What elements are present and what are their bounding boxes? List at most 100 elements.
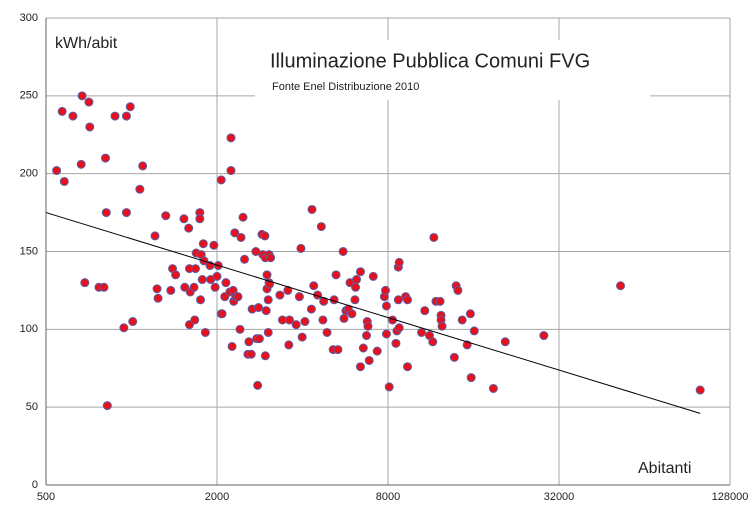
point: [196, 295, 206, 305]
point: [402, 295, 412, 305]
title-box: [255, 40, 650, 100]
point: [121, 111, 131, 121]
point: [284, 340, 294, 350]
point: [358, 343, 368, 353]
point: [59, 176, 69, 186]
point: [135, 184, 145, 194]
y-axis-label: kWh/abit: [55, 35, 118, 52]
point: [101, 153, 111, 163]
point: [333, 345, 343, 355]
point: [294, 292, 304, 302]
point: [236, 232, 246, 242]
point: [161, 211, 171, 221]
point: [85, 122, 95, 132]
point: [469, 326, 479, 336]
y-tick-label: 250: [20, 90, 38, 102]
point: [394, 257, 404, 267]
point: [80, 278, 90, 288]
point: [453, 285, 463, 295]
point: [217, 309, 227, 319]
trendline: [45, 212, 701, 414]
point: [76, 159, 86, 169]
point: [372, 346, 382, 356]
point: [68, 111, 78, 121]
point: [52, 166, 62, 176]
point: [393, 295, 403, 305]
point: [200, 327, 210, 337]
point: [355, 362, 365, 372]
x-tick-label: 8000: [376, 491, 400, 503]
point: [125, 102, 135, 112]
point: [449, 352, 459, 362]
point: [128, 317, 138, 327]
point: [195, 214, 205, 224]
chart-title: Illuminazione Pubblica Comuni FVG: [270, 50, 590, 72]
point: [221, 278, 231, 288]
point: [121, 208, 131, 218]
point: [261, 306, 271, 316]
point: [318, 315, 328, 325]
point: [437, 321, 447, 331]
point: [695, 385, 705, 395]
y-tick-label: 0: [32, 479, 38, 491]
point: [238, 212, 248, 222]
point: [233, 292, 243, 302]
point: [119, 323, 129, 333]
point: [381, 301, 391, 311]
point: [296, 243, 306, 253]
point: [263, 295, 273, 305]
point: [316, 222, 326, 232]
point: [227, 341, 237, 351]
point: [402, 362, 412, 372]
point: [391, 338, 401, 348]
point: [429, 232, 439, 242]
point: [253, 380, 263, 390]
y-tick-label: 100: [20, 323, 38, 335]
point: [184, 223, 194, 233]
point: [190, 315, 200, 325]
point: [101, 208, 111, 218]
point: [285, 315, 295, 325]
point: [338, 247, 348, 256]
point: [352, 275, 362, 285]
point: [384, 382, 394, 392]
point: [435, 296, 445, 306]
point: [457, 315, 467, 325]
point: [347, 309, 357, 319]
point: [428, 337, 438, 347]
point: [171, 270, 181, 280]
point: [363, 321, 373, 331]
point: [263, 327, 273, 337]
point: [240, 254, 250, 264]
point: [420, 306, 430, 316]
point: [190, 264, 200, 274]
point: [153, 293, 163, 303]
point: [57, 106, 67, 116]
point: [309, 281, 319, 291]
point: [138, 161, 148, 171]
point: [244, 337, 254, 347]
point: [291, 320, 301, 330]
point: [339, 313, 349, 323]
y-tick-label: 150: [20, 245, 38, 257]
y-tick-label: 200: [20, 168, 38, 180]
point: [110, 111, 120, 121]
point: [152, 284, 162, 294]
point: [209, 240, 219, 250]
point: [210, 282, 220, 292]
point: [84, 97, 94, 107]
point: [368, 271, 378, 281]
point: [297, 332, 307, 342]
point: [197, 275, 207, 285]
point: [226, 166, 236, 176]
point: [230, 228, 240, 238]
point: [216, 175, 226, 185]
point: [361, 331, 371, 341]
point: [235, 324, 245, 334]
x-tick-label: 32000: [544, 491, 575, 503]
point: [150, 231, 160, 241]
point: [500, 337, 510, 347]
point: [488, 383, 498, 393]
point: [465, 309, 475, 319]
point: [350, 295, 360, 305]
